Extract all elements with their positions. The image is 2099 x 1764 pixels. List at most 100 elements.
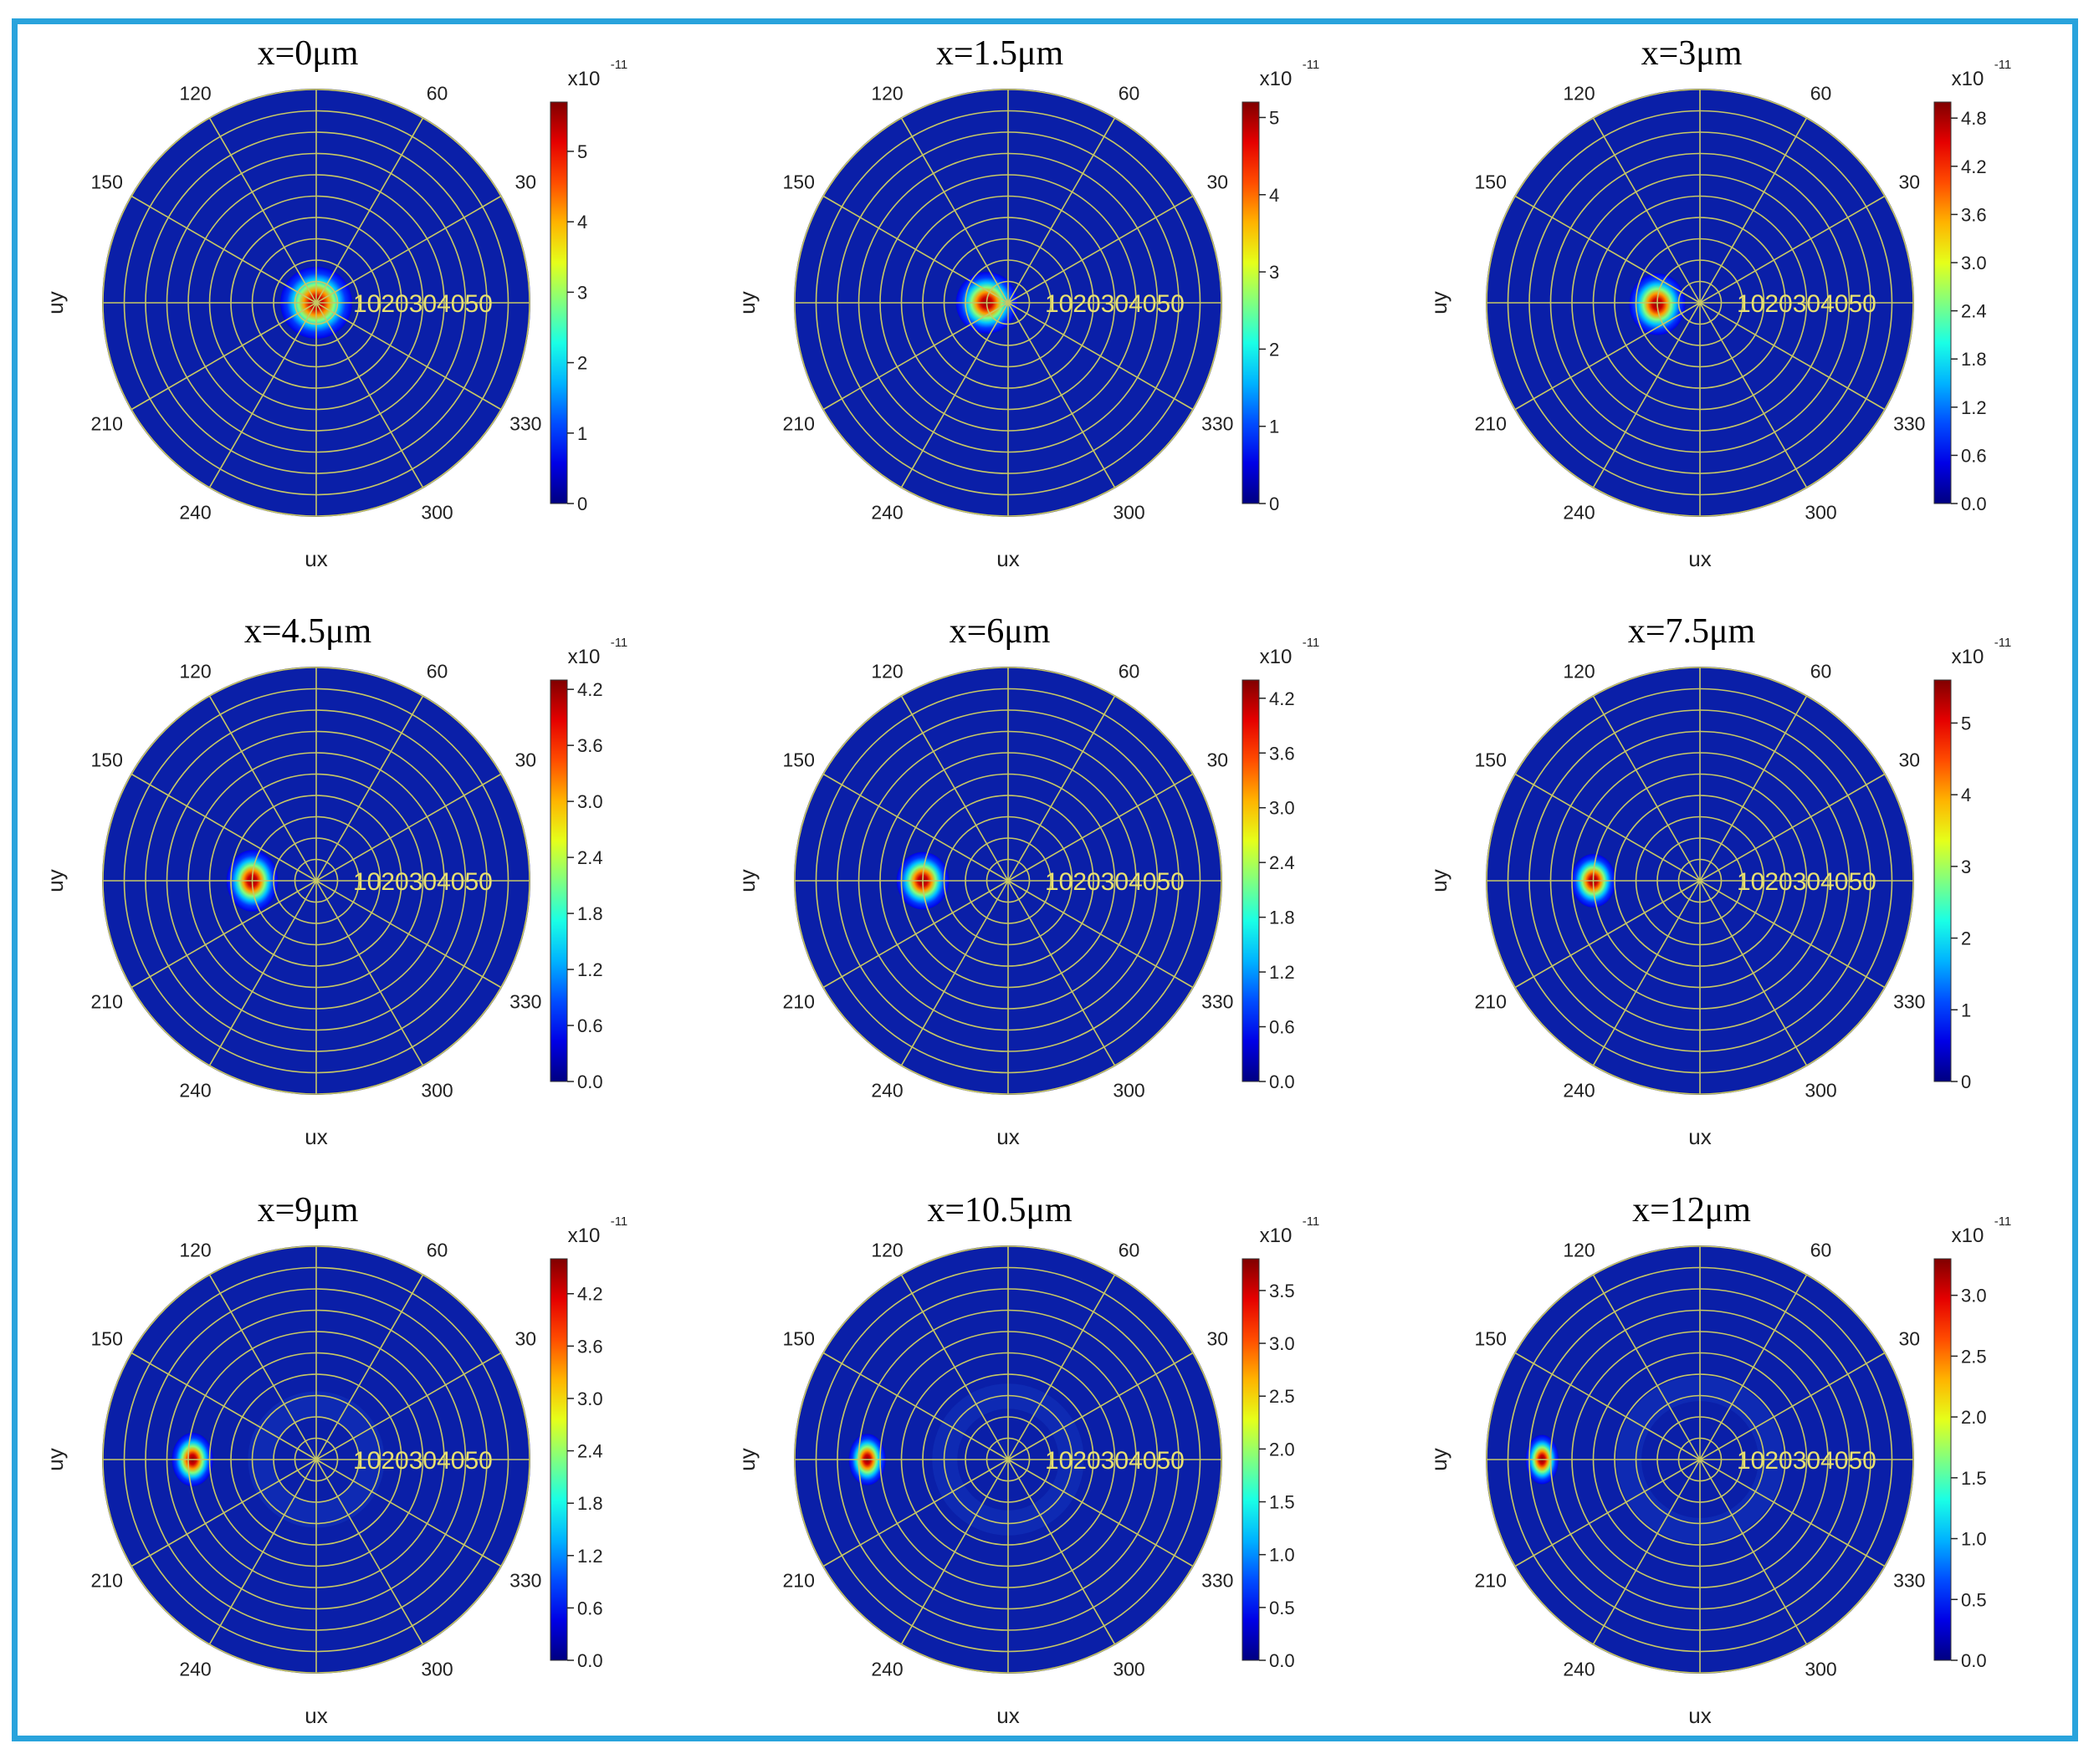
grid-spoke: [315, 880, 424, 1066]
colorbar-tick-label: 0.6: [577, 1598, 603, 1618]
colorbar-exponent: x10: [1952, 1225, 1984, 1247]
angle-tick-label: 240: [871, 501, 903, 523]
grid-spoke: [1514, 1459, 1701, 1567]
x-axis-label: ux: [1688, 1124, 1711, 1149]
colorbar-tick-label: 1.2: [577, 959, 603, 980]
angle-tick-label: 300: [1805, 1658, 1836, 1680]
colorbar-tick-label: 3.0: [1269, 798, 1295, 819]
panel-3: x=3μm 1020304050 30 60 120 150 210 240 300 330 ux u…: [1426, 34, 2011, 571]
angle-tick-label: 150: [783, 171, 815, 193]
angle-tick-label: 30: [1898, 749, 1920, 771]
grid-spoke: [315, 1274, 424, 1460]
grid-spoke: [822, 773, 1009, 882]
colorbar-tick-label: 1.2: [1961, 397, 1987, 418]
colorbar-exponent-power: -11: [1303, 58, 1320, 72]
angle-tick-label: 330: [1201, 991, 1233, 1013]
colorbar-tick-label: 2.4: [1961, 301, 1987, 322]
grid-spoke: [131, 880, 317, 989]
colorbar-tick-label: 3: [577, 282, 587, 303]
grid-spoke: [1699, 195, 1886, 304]
panel-title: x=1.5μm: [936, 34, 1064, 73]
angle-tick-label: 210: [91, 413, 123, 435]
angle-tick-label: 240: [179, 501, 211, 523]
grid-spoke: [1514, 302, 1701, 411]
grid-spoke: [315, 695, 424, 882]
angle-tick-label: 300: [1805, 501, 1836, 523]
grid-spoke: [1592, 695, 1701, 882]
grid-spoke: [131, 1459, 317, 1567]
grid-spoke: [315, 1459, 502, 1567]
grid-spoke: [1007, 1459, 1116, 1645]
panel-title: x=6μm: [950, 612, 1051, 651]
colorbar-tick-label: 1.0: [1961, 1529, 1987, 1550]
colorbar-exponent-power: -11: [1994, 1214, 2012, 1229]
grid-spoke: [315, 773, 502, 882]
grid-spoke: [1592, 302, 1701, 488]
colorbar-exponent-power: -11: [611, 1214, 628, 1229]
panel-4: x=4.5μm 1020304050 30 60 120 150 210 240 300 330 u…: [43, 612, 627, 1149]
grid-spoke: [1007, 195, 1194, 304]
grid-spoke: [900, 1274, 1009, 1460]
colorbar-tick-label: 1.8: [577, 1493, 603, 1514]
angle-tick-label: 30: [1898, 1328, 1920, 1350]
colorbar-tick-label: 3.5: [1269, 1281, 1295, 1301]
grid-spoke: [822, 880, 1009, 989]
angle-tick-label: 60: [1119, 83, 1140, 105]
angle-tick-label: 120: [871, 1240, 903, 1261]
grid-spoke: [131, 195, 317, 304]
colorbar-tick-label: 0.0: [577, 1071, 603, 1092]
y-axis-label: uy: [735, 291, 760, 314]
colorbar-tick-label: 2.4: [577, 847, 603, 868]
panel-9: x=12μm 1020304050 30 60 120 150 210 240 300 330 ux…: [1426, 1191, 2011, 1728]
colorbar-exponent: x10: [1260, 646, 1293, 668]
angle-tick-label: 30: [515, 1328, 536, 1350]
radial-tick-labels: 1020304050: [1737, 290, 1876, 318]
colorbar-exponent-power: -11: [611, 58, 628, 72]
angle-tick-label: 210: [783, 1570, 815, 1592]
grid-spoke: [131, 302, 317, 411]
colorbar-tick-label: 1: [1269, 417, 1279, 437]
panel-5: x=6μm 1020304050 30 60 120 150 210 240 300 330 ux u…: [735, 612, 1319, 1149]
panel-7: x=9μm 1020304050 30 60 120 150 210 240 300 330 ux u…: [43, 1191, 627, 1728]
angle-tick-label: 120: [1563, 1240, 1595, 1261]
colorbar-tick-label: 3.6: [577, 735, 603, 756]
grid-spoke: [1514, 1352, 1701, 1460]
angle-tick-label: 240: [179, 1079, 211, 1101]
panel-title: x=0μm: [258, 34, 359, 73]
colorbar-exponent-power: -11: [1994, 636, 2012, 650]
angle-tick-label: 60: [1810, 83, 1832, 105]
grid-spoke: [822, 1459, 1009, 1567]
colorbar-tick-label: 1.0: [1269, 1545, 1295, 1566]
colorbar: [1933, 101, 1952, 504]
colorbar-exponent: x10: [568, 1225, 601, 1247]
angle-tick-label: 120: [179, 661, 211, 683]
angle-tick-label: 150: [783, 749, 815, 771]
colorbar-tick-label: 2.0: [1961, 1407, 1987, 1428]
angle-tick-label: 240: [1563, 501, 1595, 523]
x-axis-label: ux: [996, 546, 1019, 571]
colorbar-tick-label: 0.5: [1961, 1589, 1987, 1610]
x-axis-label: ux: [1688, 1703, 1711, 1728]
grid-spoke: [1514, 880, 1701, 989]
colorbar-tick-label: 4.2: [577, 679, 603, 700]
angle-tick-label: 330: [1893, 413, 1925, 435]
angle-tick-label: 240: [179, 1658, 211, 1680]
grid-spoke: [1699, 1274, 1808, 1460]
panel-8: x=10.5μm 1020304050 30 60 120 150 210 240 300 330…: [735, 1191, 1319, 1728]
grid-spoke: [1699, 302, 1886, 411]
colorbar: [550, 679, 568, 1082]
panel-title: x=12μm: [1632, 1191, 1751, 1230]
grid-spoke: [1007, 880, 1116, 1066]
colorbar-tick-label: 1.5: [1269, 1492, 1295, 1513]
angle-tick-label: 210: [91, 1570, 123, 1592]
colorbar-tick-label: 4: [1269, 185, 1279, 206]
angle-tick-label: 120: [179, 83, 211, 105]
colorbar-tick-label: 2.4: [577, 1441, 603, 1462]
grid-spoke: [1007, 880, 1194, 989]
colorbar-tick-label: 4.8: [1961, 108, 1987, 129]
angle-tick-label: 240: [1563, 1658, 1595, 1680]
angle-tick-label: 300: [1113, 1079, 1144, 1101]
